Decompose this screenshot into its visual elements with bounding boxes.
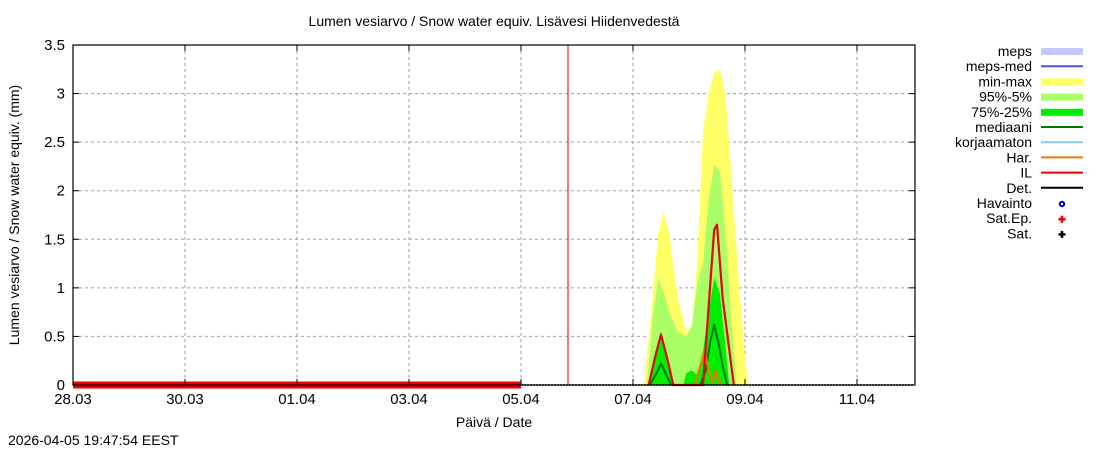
legend-swatch-min-max [1041,78,1083,86]
forecast-bands [644,69,748,386]
legend-swatch-meps [1041,48,1083,55]
y-tick-label: 0 [57,377,65,394]
grid-lines [73,45,915,385]
x-axis-label: Päivä / Date [456,414,532,430]
legend-label: Har. [1006,149,1032,165]
x-tick-label: 05.04 [502,391,540,408]
x-tick-label: 30.03 [166,391,204,408]
plot-frame [72,44,916,386]
y-tick-label: 2.5 [44,134,65,151]
x-tick-label: 03.04 [390,391,428,408]
y-axis-label: Lumen vesiarvo / Snow water equiv. (mm) [6,85,22,345]
line-il [647,223,735,387]
x-tick-label: 11.04 [839,391,875,408]
legend-label: Sat. [1007,225,1032,241]
legend: mepsmeps-medmin-max95%-5%75%-25%mediaani… [955,43,1083,241]
chart-title: Lumen vesiarvo / Snow water equiv. Lisäv… [309,13,680,29]
legend-swatch-havainto-icon [1058,200,1066,208]
legend-label: Sat.Ep. [986,210,1032,226]
y-tick-label: 0.5 [44,328,65,345]
legend-label: min-max [978,73,1032,89]
x-tick-label: 09.04 [726,391,764,408]
legend-label: 95%-5% [979,89,1032,105]
y-axis-ticks: 0 0.5 1 1.5 2 2.5 3 3.5 [44,37,915,394]
legend-swatch-75-25- [1041,108,1083,116]
band-75-25- [649,278,730,385]
y-tick-label: 1 [57,280,65,297]
line-har- [693,350,723,386]
legend-label: mediaani [975,119,1032,135]
legend-swatch-sat-ep--icon [1058,215,1066,223]
legend-swatch-95-5- [1041,93,1083,101]
legend-label: IL [1020,165,1032,181]
legend-label: korjaamaton [955,134,1032,150]
y-tick-label: 2 [57,183,65,200]
x-tick-label: 28.03 [54,391,92,408]
legend-label: 75%-25% [971,104,1032,120]
x-axis-ticks: 28.03 30.03 01.04 03.04 05.04 07.04 09.04 11.04 [54,45,875,408]
legend-label: Det. [1006,180,1032,196]
y-tick-label: 3 [57,86,65,103]
generated-timestamp: 2026-04-05 19:47:54 EEST [8,432,179,448]
x-tick-label: 07.04 [614,391,652,408]
legend-label: meps [998,43,1032,59]
legend-label: meps-med [966,58,1032,74]
forecast-lines [73,223,913,389]
legend-label: Havainto [977,195,1032,211]
y-tick-label: 1.5 [44,231,65,248]
y-tick-label: 3.5 [44,37,65,54]
x-tick-label: 01.04 [278,391,316,408]
legend-swatch-sat--icon [1058,230,1066,238]
